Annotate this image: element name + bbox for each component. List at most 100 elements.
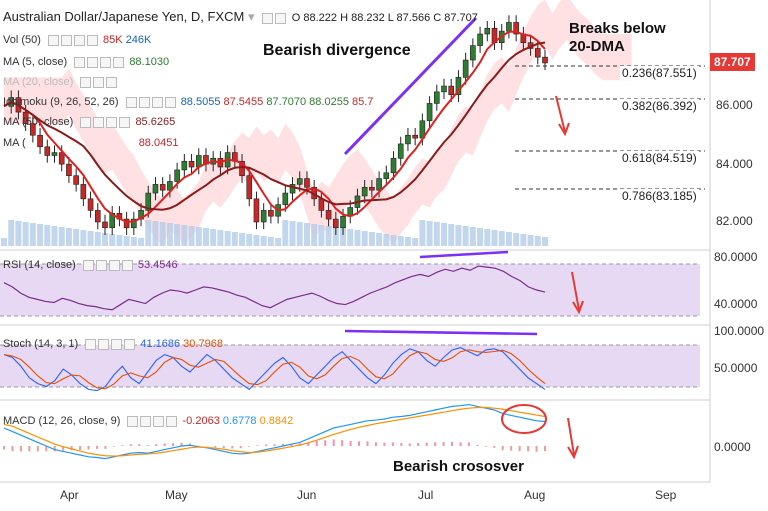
volume-bar (202, 228, 209, 246)
candle-body (44, 146, 51, 156)
eye-icon[interactable] (262, 13, 274, 25)
volume-bar (325, 226, 332, 246)
symbol-title[interactable]: Australian Dollar/Japanese Yen, D, FXCM (3, 9, 245, 24)
ichimoku-val-4: 88.0255 (309, 96, 349, 108)
eye-icon[interactable] (80, 116, 92, 128)
ma20-label[interactable]: MA (20, close) (3, 76, 74, 88)
volume-bar (138, 238, 145, 246)
candle-body (253, 198, 260, 223)
ma50-line (3, 41, 546, 211)
ma50-value: 85.6265 (135, 116, 176, 128)
rsi-label[interactable]: RSI (14, close) (3, 259, 76, 271)
vol-value-2: 246K (125, 34, 152, 46)
close-icon[interactable] (100, 56, 112, 68)
settings-icon[interactable] (138, 96, 150, 108)
volume-bar (145, 220, 152, 246)
volume-bar (181, 225, 188, 246)
eye-icon[interactable] (47, 34, 59, 46)
close-icon[interactable] (108, 259, 120, 271)
settings-icon[interactable] (95, 259, 107, 271)
candle-body (152, 184, 159, 194)
macd-signal-line (3, 406, 546, 457)
candle-body (340, 215, 346, 229)
x-tick-label: Sep (655, 488, 677, 502)
volume-bar (347, 229, 354, 246)
ma5-row: MA (5, close) 88.1030 (3, 56, 169, 68)
candle-body (131, 218, 137, 229)
close-icon[interactable] (106, 116, 118, 128)
candle-body (268, 210, 274, 217)
volume-bar (231, 232, 238, 246)
volume-bar (296, 222, 303, 246)
volume-bar (441, 223, 448, 246)
settings-icon[interactable] (93, 116, 105, 128)
candle-body (58, 152, 65, 165)
dropdown-icon[interactable]: ▾ (247, 9, 255, 24)
candle-body (289, 184, 296, 194)
candle-body (145, 192, 152, 211)
eye-icon[interactable] (127, 415, 139, 427)
volume-bar (253, 235, 260, 246)
volume-bar (217, 230, 224, 246)
volume-bar (318, 225, 325, 246)
candle-body (174, 169, 180, 182)
fib-label: 0.382(86.392) (620, 99, 699, 113)
close-icon[interactable] (111, 338, 123, 350)
symbol-title-row: Australian Dollar/Japanese Yen, D, FXCM … (3, 9, 478, 25)
ma5-label[interactable]: MA (5, close) (3, 56, 68, 68)
settings-icon[interactable] (87, 56, 99, 68)
volume-bar (397, 236, 404, 246)
volume-bar (491, 230, 498, 246)
eye-icon[interactable] (74, 56, 86, 68)
candle-body (333, 218, 339, 229)
stoch-label[interactable]: Stoch (14, 3, 1) (3, 338, 79, 350)
candle-body (433, 91, 440, 104)
ichimoku-label[interactable]: Ichimoku (9, 26, 52, 26) (3, 96, 119, 108)
more-icon[interactable] (164, 96, 176, 108)
settings-icon[interactable] (140, 415, 152, 427)
macd-header: MACD (12, 26, close, 9) -0.2063 0.6778 0… (3, 415, 293, 427)
rsi-tick: 80.0000 (714, 250, 758, 264)
eye-icon[interactable] (80, 76, 92, 88)
ma50-label[interactable]: MA (50, close) (3, 116, 74, 128)
more-icon[interactable] (113, 56, 125, 68)
ma-extra-label[interactable]: MA ( (3, 137, 26, 149)
ma20-line (3, 30, 546, 223)
more-icon[interactable] (119, 116, 131, 128)
rsi-header: RSI (14, close) 53.4546 (3, 259, 178, 271)
candle-body (94, 210, 101, 223)
eye-icon[interactable] (82, 259, 94, 271)
close-icon[interactable] (106, 76, 118, 88)
more-icon[interactable] (166, 415, 178, 427)
volume-bar (275, 238, 282, 246)
volume-bar (188, 226, 195, 246)
volume-bar (22, 222, 29, 246)
settings-icon[interactable] (60, 34, 72, 46)
candle-body (304, 178, 310, 188)
volume-bar (80, 230, 87, 246)
volume-bar (87, 231, 94, 246)
macd-hist-value: -0.2063 (182, 415, 220, 427)
arrow-down-icon (555, 95, 566, 133)
close-icon[interactable] (151, 96, 163, 108)
settings-icon[interactable] (93, 76, 105, 88)
settings-icon[interactable] (98, 338, 110, 350)
candle-body (441, 85, 447, 93)
more-icon[interactable] (86, 34, 98, 46)
settings-icon[interactable] (275, 13, 287, 25)
volume-bar (332, 227, 339, 246)
macd-label[interactable]: MACD (12, 26, close, 9) (3, 415, 121, 427)
candle-body (397, 143, 404, 159)
close-icon[interactable] (73, 34, 85, 46)
more-icon[interactable] (121, 259, 133, 271)
ma5-value: 88.1030 (129, 56, 170, 68)
eye-icon[interactable] (125, 96, 137, 108)
volume-bar (159, 222, 166, 246)
vol-label[interactable]: Vol (50) (3, 34, 41, 46)
volume-bar (368, 232, 375, 246)
macd-line (3, 403, 546, 460)
more-icon[interactable] (124, 338, 136, 350)
close-icon[interactable] (153, 415, 165, 427)
eye-icon[interactable] (85, 338, 97, 350)
